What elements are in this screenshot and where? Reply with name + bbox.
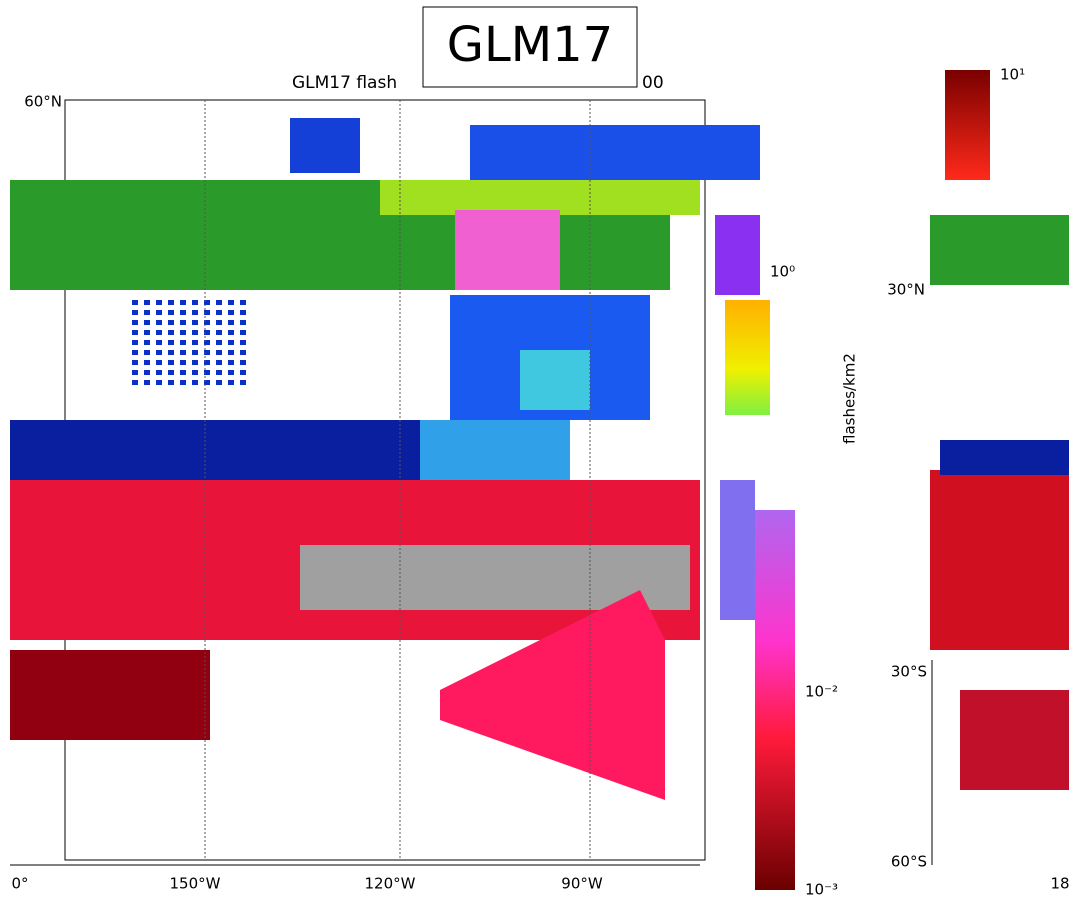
colorbar-tick: 10⁰ — [770, 263, 795, 281]
title: GLM17 — [447, 17, 613, 73]
colorbar — [755, 510, 795, 890]
region — [520, 350, 590, 410]
lon-label: 90°W — [561, 875, 603, 893]
region — [420, 420, 570, 480]
region — [10, 650, 210, 740]
lon-label: 120°W — [365, 875, 416, 893]
colorbar-tick: 10⁻² — [805, 683, 838, 701]
lon-label: 150°W — [170, 875, 221, 893]
region — [470, 125, 760, 180]
lat-label: 60°S — [891, 853, 927, 871]
region — [930, 470, 1069, 650]
map-area — [10, 100, 1069, 865]
colorbar-label: flashes/km2 — [841, 353, 859, 444]
map-title: 00 — [642, 73, 664, 93]
region — [130, 300, 250, 390]
lat-label: 30°N — [887, 281, 925, 299]
colorbar-tick: 10¹ — [1000, 66, 1025, 84]
colorbar-fragment — [720, 480, 755, 620]
lat-label: 30°S — [891, 663, 927, 681]
region — [455, 210, 560, 290]
colorbar-fragment — [715, 215, 760, 295]
region — [940, 440, 1069, 475]
lon-label: 0° — [11, 875, 28, 893]
region — [380, 180, 700, 215]
map-title: GLM17 flash — [292, 73, 397, 93]
region — [290, 118, 360, 173]
colorbar — [945, 70, 990, 180]
lon-label: 18 — [1050, 875, 1069, 893]
colorbar-tick: 10⁻³ — [805, 881, 838, 899]
colorbar-fragment — [725, 300, 770, 415]
screen: GLM17 GLM17 flash 00 flashes/km2 60°N 30°… — [0, 0, 1069, 900]
lat-label: 60°N — [24, 93, 62, 111]
region — [930, 215, 1069, 285]
region — [960, 690, 1069, 790]
